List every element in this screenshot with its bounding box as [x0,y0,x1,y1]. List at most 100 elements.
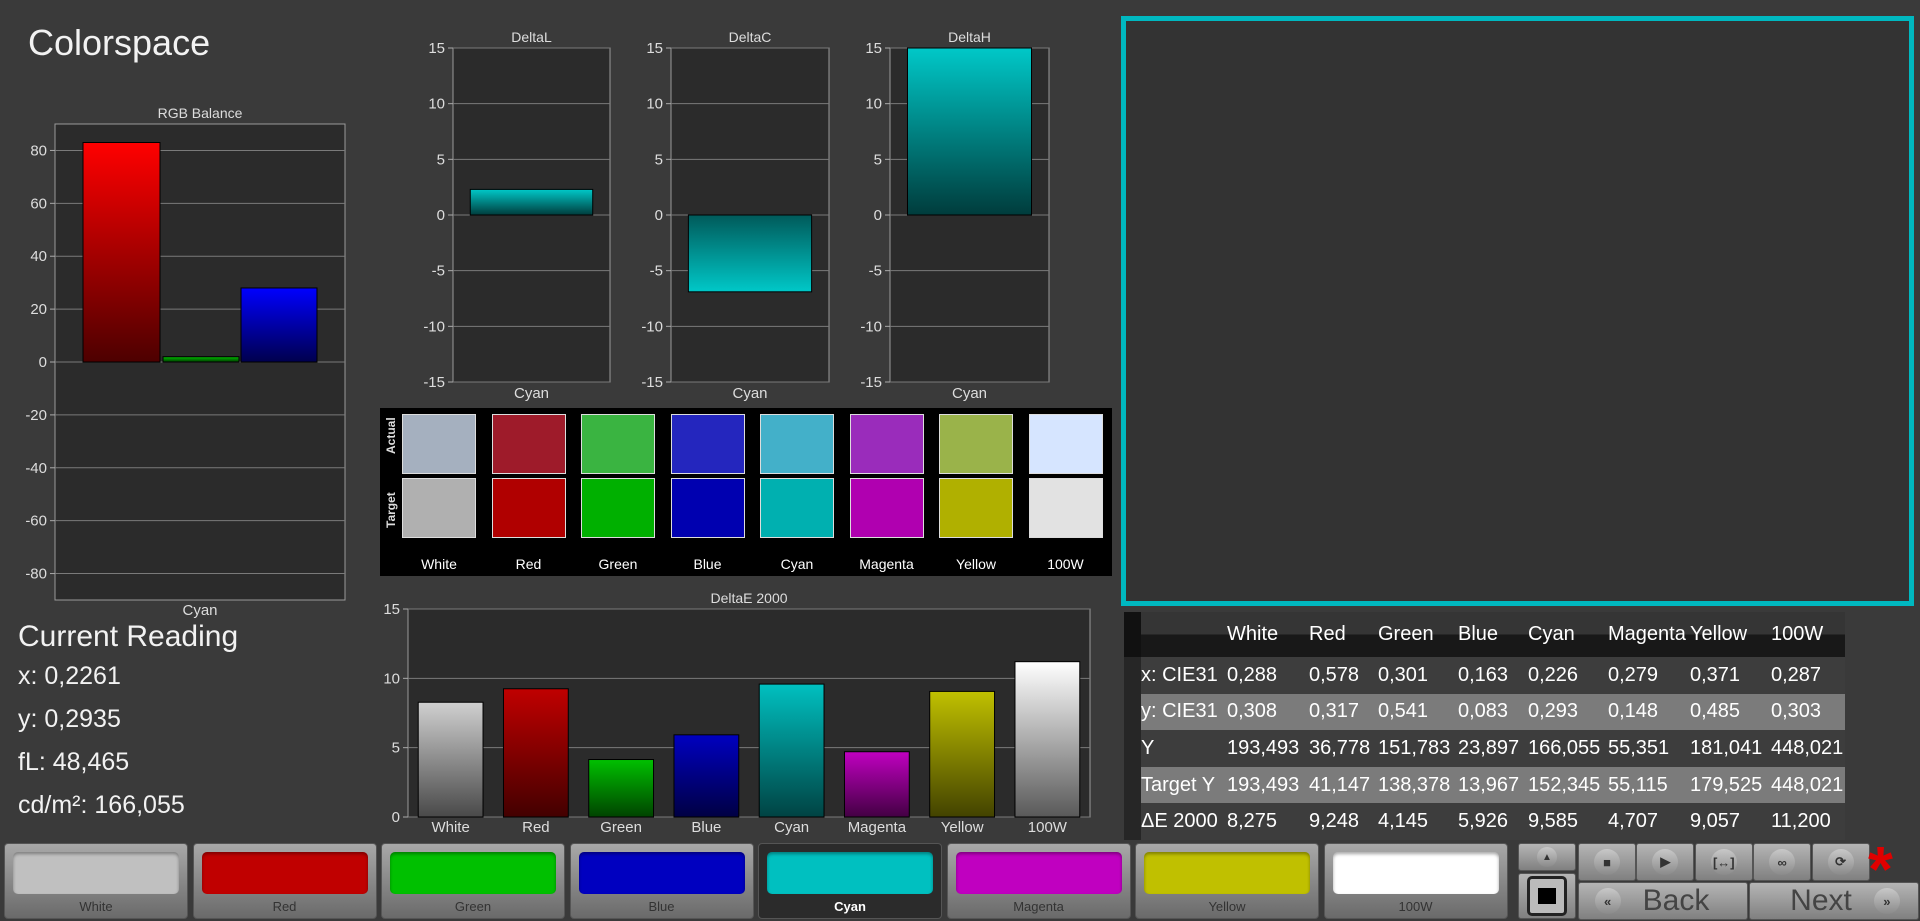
patch-button-cyan[interactable]: Cyan [758,843,942,919]
row-label: x: CIE31 [1141,663,1218,686]
stop-button[interactable]: ■ [1578,843,1636,881]
patch-label: Green [454,899,492,914]
patch-color [13,852,179,894]
scroll-up-button[interactable]: ▲ [1518,843,1576,871]
x-category-label: Cyan [514,385,549,402]
x-category-label: Cyan [774,819,809,836]
current-reading: Current Reading x: 0,2261 y: 0,2935 fL: … [18,620,238,834]
table-cell: 8,275 [1227,810,1278,833]
table-cell: 0,578 [1309,663,1360,686]
y-tick-label: 5 [874,151,882,168]
chart-title-dl: DeltaL [511,29,552,45]
refresh-button[interactable]: ⟳ [1811,843,1870,881]
table-cell: 23,897 [1458,736,1520,759]
y-tick-label: 10 [383,670,400,687]
bar-rgb-green [162,356,240,363]
patch-label: Magenta [1013,899,1064,914]
target-swatch-cyan [760,478,834,538]
y-tick-label: -10 [423,318,445,335]
table-cell: 5,926 [1458,810,1509,833]
loop-button[interactable]: ∞ [1753,843,1812,881]
chart-title-rgb: RGB Balance [158,105,243,121]
actual-swatch-green [581,414,655,474]
y-tick-label: 5 [392,740,400,757]
fit-icon: [↔] [1710,849,1737,875]
measurement-table: White Red Green Blue Cyan Magenta Yellow 100W x:… [1124,612,1845,840]
swatch-label: Green [598,556,638,572]
chart-title-de: DeltaE 2000 [710,590,787,606]
target-swatch-red [491,478,566,538]
patch-button-green[interactable]: Green [381,843,565,919]
patch-button-red[interactable]: Red [192,843,377,919]
patch-label: Cyan [834,899,866,914]
play-icon: ▶ [1652,849,1679,875]
table-row: ΔE 2000 8,275 9,248 4,145 5,926 9,585 4,707 9,0… [1124,803,1845,840]
actual-swatch-magenta [849,414,924,474]
x-category-label: Cyan [732,385,767,402]
target-swatch-white [402,478,476,538]
table-cell: 9,057 [1690,810,1741,833]
table-cell: Blue [1458,623,1499,645]
table-cell: 181,041 [1690,736,1763,759]
y-tick-label: -80 [25,566,47,583]
table-cell: 41,147 [1309,773,1371,796]
patch-button-blue[interactable]: Blue [569,843,754,919]
table-row: Y 193,493 36,778 151,783 23,897 166,055 55,351… [1124,730,1845,767]
row-label: Target Y [1141,773,1216,796]
table-header: White Red Green Blue Cyan Magenta Yellow 100W [1124,612,1845,657]
y-tick-label: 15 [383,601,400,618]
patch-label: Yellow [1208,899,1246,914]
table-cell: 0,287 [1771,663,1822,686]
swatch-label: Yellow [956,556,996,572]
stop-measure-button[interactable] [1518,873,1576,919]
page-title: Colorspace [28,22,211,63]
y-tick-label: 20 [30,301,47,318]
table-cell: 0,279 [1608,663,1659,686]
patch-button-white[interactable]: White [4,843,188,919]
next-label: Next [1790,884,1852,917]
bar-deltae-yellow [929,690,996,818]
table-cell: 9,585 [1528,810,1579,833]
y-tick-label: 5 [655,151,663,168]
x-category-label: Magenta [848,819,907,836]
table-cell: 193,493 [1227,773,1300,796]
patch-color [390,852,556,894]
y-tick-label: 10 [646,96,663,113]
table-cell: 0,317 [1309,700,1360,723]
back-button[interactable]: « Back [1578,882,1748,920]
patch-button-magenta[interactable]: Magenta [946,843,1131,919]
table-cell: 55,351 [1608,736,1670,759]
y-tick-label: -5 [869,263,882,280]
table-cell: 100W [1771,623,1824,645]
table-cell: 0,301 [1378,663,1429,686]
x-category-label: Green [600,819,642,836]
patch-color [955,852,1122,894]
y-tick-label: 0 [437,207,445,224]
target-swatch-yellow [939,478,1013,538]
y-tick-label: 80 [30,142,47,159]
swatch-label: Magenta [859,556,914,572]
back-label: Back [1642,884,1710,917]
y-tick-label: -60 [25,513,47,530]
y-tick-label: 15 [646,40,663,57]
table-cell: 0,303 [1771,700,1822,723]
patch-button-yellow[interactable]: Yellow [1135,843,1319,919]
y-tick-label: -15 [423,374,445,391]
next-button[interactable]: Next » [1749,882,1919,920]
x-category-label: Yellow [941,819,984,836]
bar-deltae-red [502,688,569,818]
asterisk-icon[interactable]: * [1868,833,1893,905]
bar-deltae-cyan [758,683,825,818]
y-tick-label: -5 [650,263,663,280]
fit-button[interactable]: [↔] [1694,843,1753,881]
play-button[interactable]: ▶ [1636,843,1695,881]
table-cell: 13,967 [1458,773,1520,796]
y-tick-label: 60 [30,195,47,212]
patch-label: Blue [648,899,675,914]
row-label: ΔE 2000 [1141,810,1218,833]
table-cell: 151,783 [1378,736,1451,759]
swatch-label: Cyan [780,556,814,572]
patch-button-100w[interactable]: 100W [1323,843,1508,919]
table-cell: 0,308 [1227,700,1278,723]
table-cell: 0,371 [1690,663,1741,686]
